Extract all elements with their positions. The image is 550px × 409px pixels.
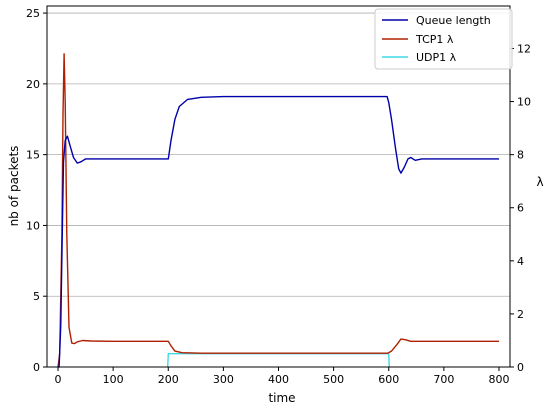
y2-tick-label-0: 0 xyxy=(517,361,524,374)
x-tick-label-0: 0 xyxy=(55,373,62,386)
legend-entry-tcp1: TCP1 λ xyxy=(415,33,454,46)
x-tick-label-1: 100 xyxy=(103,373,124,386)
series-lines xyxy=(57,53,499,368)
y2-tick-label-5: 10 xyxy=(517,96,531,109)
x-tick-label-6: 600 xyxy=(378,373,399,386)
y2-axis-ticks: 0 2 4 6 8 10 12 xyxy=(510,42,531,374)
y-axis-label: nb of packets xyxy=(7,146,21,227)
x-axis-ticks: 0 100 200 300 400 500 600 700 800 xyxy=(55,367,509,386)
y2-tick-label-3: 6 xyxy=(517,202,524,215)
y2-tick-label-2: 4 xyxy=(517,255,524,268)
y2-tick-label-6: 12 xyxy=(517,42,531,55)
series-line-1 xyxy=(57,53,499,368)
y2-tick-label-1: 2 xyxy=(517,308,524,321)
y2-tick-label-4: 8 xyxy=(517,149,524,162)
y-axis-ticks: 0 5 10 15 20 25 xyxy=(26,7,47,374)
y2-axis-label: λ xyxy=(536,175,543,189)
x-tick-label-2: 200 xyxy=(158,373,179,386)
legend-entry-queue-length: Queue length xyxy=(416,14,491,27)
legend-box xyxy=(374,8,513,70)
x-tick-label-5: 500 xyxy=(323,373,344,386)
y-tick-label-3: 15 xyxy=(26,149,40,162)
x-tick-label-7: 700 xyxy=(433,373,454,386)
y-tick-label-5: 25 xyxy=(26,7,40,20)
series-line-2 xyxy=(167,353,390,368)
x-axis-label: time xyxy=(268,391,295,405)
legend-entry-udp1: UDP1 λ xyxy=(416,51,457,64)
y-tick-label-1: 5 xyxy=(33,290,40,303)
x-tick-label-8: 800 xyxy=(488,373,509,386)
x-tick-label-4: 400 xyxy=(268,373,289,386)
y-tick-label-4: 20 xyxy=(26,78,40,91)
y-tick-label-0: 0 xyxy=(33,361,40,374)
x-tick-label-3: 300 xyxy=(213,373,234,386)
series-line-0 xyxy=(58,95,499,368)
legend: Queue length TCP1 λ UDP1 λ xyxy=(374,8,513,70)
y-tick-label-2: 10 xyxy=(26,219,40,232)
